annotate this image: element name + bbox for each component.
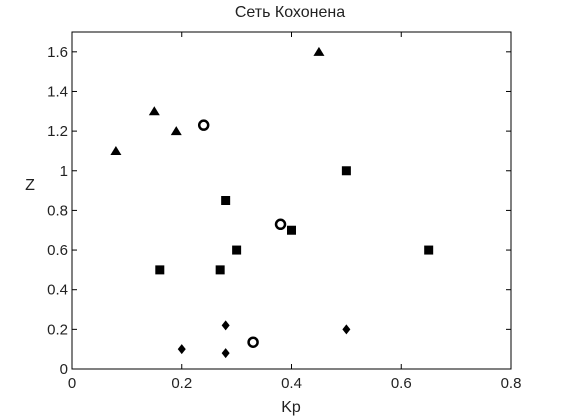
y-axis-label: Z bbox=[25, 177, 35, 194]
y-tick-label: 0.8 bbox=[47, 202, 68, 219]
square-marker bbox=[287, 225, 296, 235]
square-marker bbox=[221, 196, 231, 205]
x-tick-label: 0.8 bbox=[501, 375, 522, 392]
square-marker bbox=[215, 265, 225, 275]
square-marker bbox=[155, 265, 165, 275]
diamond-marker bbox=[221, 320, 230, 331]
diamond-marker bbox=[342, 324, 351, 335]
y-tick-label: 0.6 bbox=[47, 242, 68, 259]
square-marker bbox=[232, 245, 242, 255]
y-tick-label: 1 bbox=[60, 163, 68, 180]
circle-marker bbox=[197, 119, 210, 131]
data-points bbox=[110, 46, 434, 359]
triangle-marker bbox=[313, 46, 325, 56]
y-tick-label: 1.2 bbox=[47, 123, 68, 140]
y-tick-label: 0.4 bbox=[47, 282, 68, 299]
y-tick-label: 0 bbox=[60, 361, 68, 378]
y-axis: 0 0.2 0.4 0.6 0.8 1 1.2 1.4 1.6 bbox=[47, 44, 511, 378]
y-tick-label: 1.4 bbox=[47, 83, 68, 100]
circle-marker bbox=[274, 218, 287, 231]
diamond-marker bbox=[221, 348, 230, 359]
square-marker bbox=[341, 166, 351, 176]
x-tick-label: 0.4 bbox=[281, 375, 302, 392]
chart-title: Сеть Кохонена bbox=[235, 4, 345, 21]
x-tick-label: 0.6 bbox=[391, 375, 412, 392]
x-axis-label: Kp bbox=[281, 399, 301, 416]
diamond-marker bbox=[177, 344, 186, 355]
triangle-marker bbox=[110, 145, 122, 155]
x-axis: 0 0.2 0.4 0.6 0.8 bbox=[68, 32, 522, 392]
x-tick-label: 0 bbox=[68, 375, 76, 392]
triangle-marker bbox=[170, 126, 182, 136]
circle-marker bbox=[247, 336, 259, 348]
y-tick-label: 0.2 bbox=[47, 321, 68, 338]
y-tick-label: 1.6 bbox=[47, 44, 68, 61]
plot-frame bbox=[71, 31, 512, 370]
square-marker bbox=[424, 245, 434, 255]
x-tick-label: 0.2 bbox=[171, 375, 192, 392]
triangle-marker bbox=[148, 106, 160, 116]
